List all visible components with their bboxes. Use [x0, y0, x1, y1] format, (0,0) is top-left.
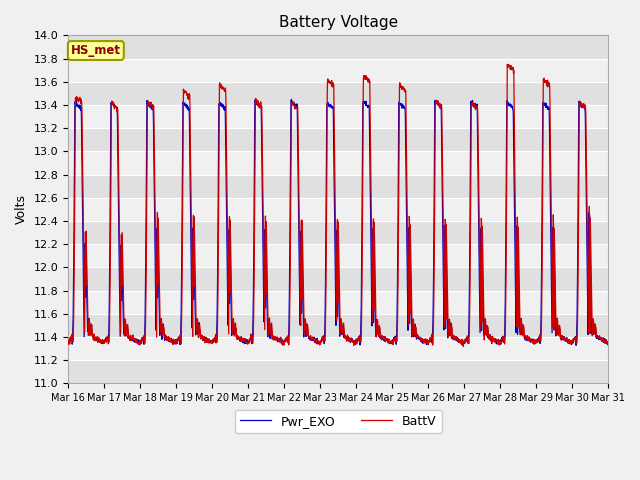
Legend: Pwr_EXO, BattV: Pwr_EXO, BattV	[235, 410, 442, 433]
Pwr_EXO	[64, 341, 72, 347]
BattV	[604, 339, 612, 345]
Bar	[68, 105, 608, 128]
Pwr_EXO	[495, 337, 503, 343]
BattV	[572, 334, 580, 340]
Line: BattV: BattV	[68, 64, 608, 347]
Bar	[68, 221, 608, 244]
BattV	[365, 79, 373, 85]
Bar	[68, 198, 608, 221]
BattV	[495, 342, 503, 348]
Pwr_EXO	[572, 334, 579, 339]
Text: HS_met: HS_met	[71, 44, 121, 57]
Pwr_EXO	[572, 342, 580, 348]
Pwr_EXO	[557, 336, 564, 341]
Bar	[68, 82, 608, 105]
Line: Pwr_EXO: Pwr_EXO	[68, 99, 608, 345]
Bar	[68, 290, 608, 314]
BattV	[460, 344, 467, 349]
Pwr_EXO	[287, 96, 295, 102]
Bar	[68, 151, 608, 175]
BattV	[215, 195, 223, 201]
Pwr_EXO	[604, 339, 612, 345]
Y-axis label: Volts: Volts	[15, 194, 28, 224]
Bar	[68, 244, 608, 267]
Pwr_EXO	[365, 123, 373, 129]
BattV	[354, 337, 362, 343]
Pwr_EXO	[354, 338, 362, 344]
Bar	[68, 128, 608, 151]
Bar	[68, 175, 608, 198]
BattV	[504, 61, 511, 67]
Bar	[68, 267, 608, 290]
Bar	[68, 314, 608, 337]
BattV	[557, 336, 564, 342]
Title: Battery Voltage: Battery Voltage	[278, 15, 397, 30]
Pwr_EXO	[215, 115, 223, 121]
Bar	[68, 337, 608, 360]
Bar	[68, 36, 608, 59]
Bar	[68, 360, 608, 384]
Bar	[68, 59, 608, 82]
BattV	[64, 341, 72, 347]
